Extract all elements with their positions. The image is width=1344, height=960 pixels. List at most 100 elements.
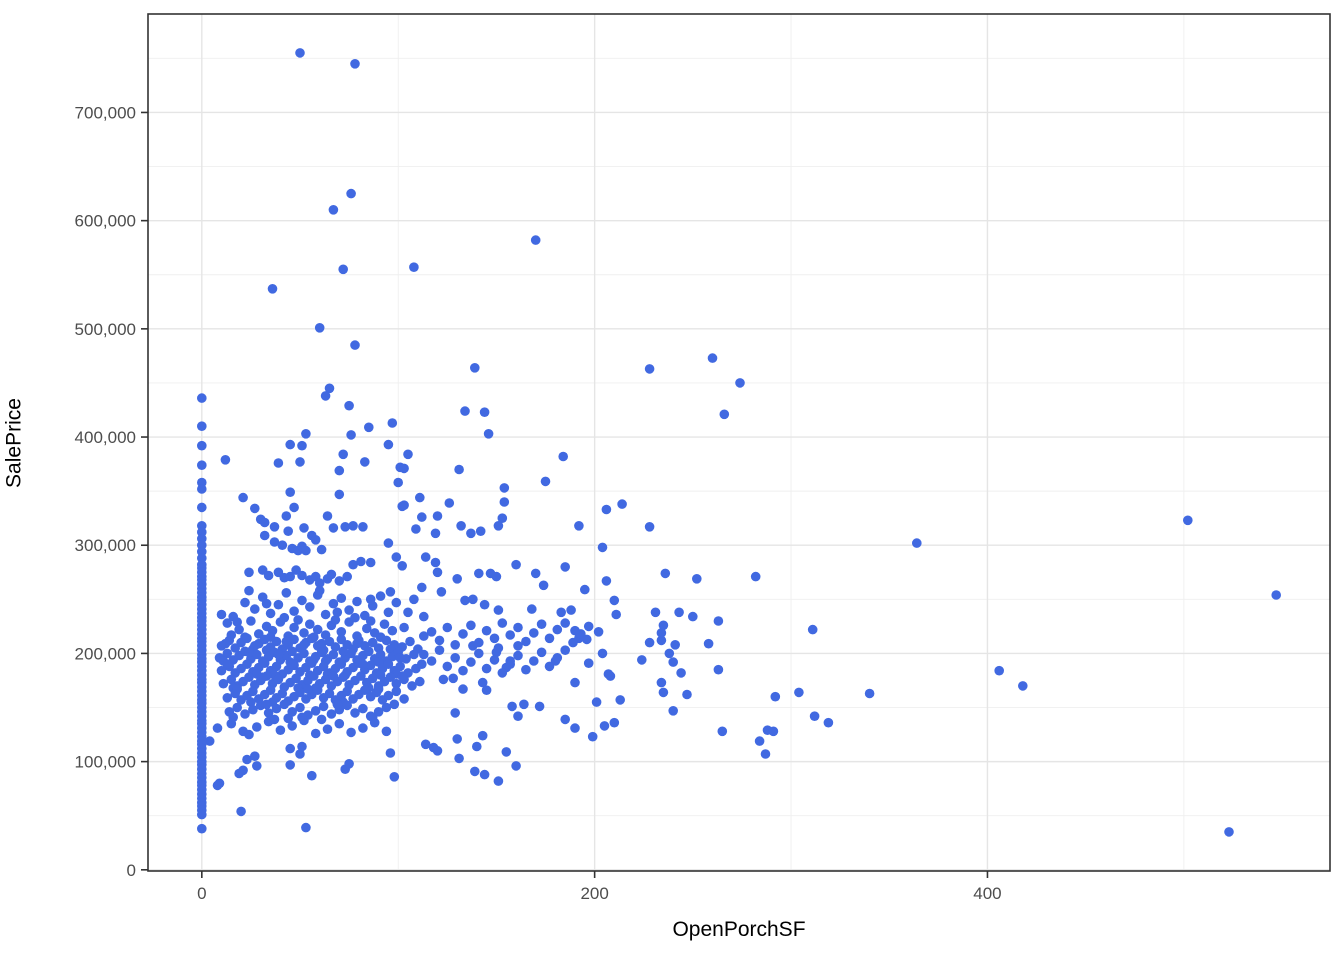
data-point	[397, 561, 408, 571]
data-point	[320, 674, 331, 685]
data-point	[320, 391, 331, 401]
data-point	[279, 612, 290, 623]
data-point	[277, 540, 288, 550]
data-point	[560, 714, 570, 725]
data-point	[735, 378, 745, 388]
data-point	[318, 701, 329, 712]
data-point	[297, 570, 307, 581]
data-point	[466, 657, 476, 667]
data-point	[475, 526, 486, 536]
data-point	[265, 685, 276, 695]
data-point	[197, 823, 207, 834]
data-point	[1018, 681, 1028, 691]
data-point	[383, 439, 394, 450]
data-point	[242, 659, 252, 669]
data-point	[250, 641, 260, 651]
data-point	[544, 661, 555, 672]
data-point	[381, 702, 392, 713]
data-point	[407, 681, 417, 691]
data-point	[707, 353, 718, 363]
data-point	[277, 688, 288, 699]
data-point	[259, 530, 270, 541]
data-point	[297, 741, 307, 752]
data-point	[242, 633, 252, 644]
data-point	[432, 567, 443, 578]
data-point	[415, 492, 425, 503]
data-point	[644, 637, 655, 648]
data-point	[658, 687, 669, 698]
data-point	[271, 636, 282, 647]
data-point	[454, 464, 464, 475]
data-point	[197, 460, 207, 471]
data-point	[385, 748, 396, 758]
data-point	[328, 523, 339, 533]
data-point	[234, 768, 244, 779]
data-point	[472, 741, 482, 752]
data-point	[367, 673, 378, 684]
data-point	[682, 689, 692, 700]
data-point	[442, 622, 453, 633]
data-point	[479, 599, 490, 610]
data-point	[220, 638, 231, 649]
data-point	[197, 421, 207, 432]
data-point	[281, 636, 292, 647]
data-point	[316, 647, 327, 658]
data-point	[415, 676, 425, 687]
data-point	[809, 711, 820, 721]
data-point	[387, 418, 398, 428]
data-point	[399, 622, 409, 633]
data-point	[360, 610, 370, 621]
data-point	[460, 406, 470, 416]
data-point	[334, 465, 345, 476]
data-point	[750, 571, 761, 582]
data-point	[417, 582, 427, 593]
data-point	[336, 659, 347, 669]
data-point	[222, 618, 233, 628]
data-point	[248, 686, 258, 697]
data-point	[574, 521, 584, 531]
data-point	[299, 523, 309, 533]
data-point	[644, 364, 655, 374]
data-point	[717, 726, 728, 737]
data-point	[479, 407, 490, 418]
data-point	[389, 772, 400, 782]
data-point	[346, 727, 356, 738]
data-point	[360, 457, 370, 467]
data-point	[316, 544, 327, 555]
data-point	[568, 637, 578, 648]
data-point	[248, 704, 258, 715]
data-point	[328, 649, 339, 660]
data-point	[197, 440, 207, 451]
data-point	[605, 671, 616, 681]
data-point	[375, 649, 386, 660]
data-point	[450, 708, 461, 718]
data-point	[994, 665, 1004, 676]
data-point	[365, 660, 376, 671]
y-tick-label: 300,000	[75, 536, 136, 555]
data-point	[497, 618, 508, 628]
data-point	[330, 642, 341, 652]
data-point	[458, 629, 468, 639]
data-point	[348, 521, 358, 531]
data-point	[493, 643, 504, 653]
data-point	[287, 721, 298, 731]
data-point	[644, 522, 655, 532]
data-point	[381, 635, 392, 646]
data-point	[369, 717, 380, 728]
data-point	[597, 648, 608, 659]
data-point	[383, 607, 394, 618]
data-point	[566, 605, 576, 615]
data-point	[301, 545, 311, 556]
data-point	[336, 593, 347, 603]
data-point	[419, 611, 429, 622]
data-point	[658, 620, 669, 631]
data-point	[637, 655, 647, 665]
data-point	[692, 574, 702, 584]
data-point	[399, 463, 409, 474]
data-point	[676, 668, 686, 678]
data-point	[273, 649, 284, 660]
data-point	[328, 205, 339, 215]
y-tick-label: 200,000	[75, 644, 136, 663]
data-point	[656, 635, 667, 646]
data-point	[365, 594, 376, 605]
